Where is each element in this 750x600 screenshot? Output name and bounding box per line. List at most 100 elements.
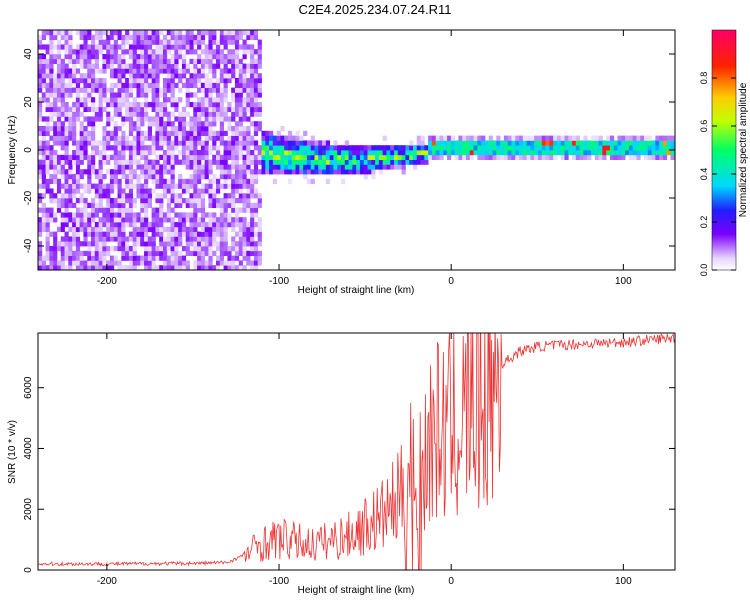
spectrogram-cell — [189, 49, 194, 55]
spectrogram-cell — [212, 241, 217, 247]
spectrogram-cell — [38, 140, 43, 146]
spectrogram-cell — [102, 44, 107, 50]
spectrogram-cell — [185, 150, 190, 156]
spectrogram-cell — [238, 140, 243, 146]
spectrogram-cell — [53, 217, 58, 223]
spectrogram-xtick-label: 0 — [448, 276, 454, 287]
spectrogram-cell — [420, 154, 425, 160]
spectrogram-cell — [348, 169, 353, 175]
spectrogram-cell — [269, 169, 274, 175]
spectrogram-cell — [53, 154, 58, 160]
spectrogram-cell — [329, 150, 334, 156]
spectrogram-cell — [109, 97, 115, 103]
spectrogram-cell — [250, 174, 255, 180]
spectrogram-cell — [91, 255, 96, 261]
spectrogram-cell — [193, 202, 198, 208]
spectrogram-cell — [257, 49, 262, 55]
spectrogram-cell — [511, 135, 516, 141]
spectrogram-cell — [197, 188, 202, 194]
spectrogram-cell — [170, 241, 175, 247]
spectrogram-cell — [401, 169, 406, 175]
spectrogram-cell — [140, 236, 145, 242]
spectrogram-cell — [371, 159, 376, 165]
spectrogram-cell — [189, 250, 194, 256]
spectrogram-cell — [575, 150, 581, 156]
spectrogram-cell — [208, 68, 213, 74]
spectrogram-cell — [375, 159, 380, 165]
spectrogram-cell — [515, 135, 520, 141]
spectrogram-cell — [276, 169, 281, 175]
spectrogram-cell — [337, 145, 342, 151]
spectrogram-cell — [140, 116, 145, 122]
spectrogram-cell — [670, 135, 675, 141]
spectrogram-cell — [246, 154, 251, 160]
spectrogram-cell — [56, 92, 62, 98]
spectrogram-cell — [216, 255, 221, 261]
spectrogram-cell — [106, 44, 111, 50]
spectrogram-cell — [79, 73, 84, 79]
spectrogram-cell — [185, 212, 190, 218]
spectrogram-cell — [68, 87, 73, 93]
spectrogram-cell — [522, 135, 527, 141]
spectrogram-cell — [246, 87, 251, 93]
spectrogram-cell — [208, 39, 213, 45]
spectrogram-cell — [136, 135, 141, 141]
spectrogram-cell — [197, 140, 202, 146]
spectrogram-cell — [185, 231, 190, 237]
spectrogram-cell — [117, 150, 122, 156]
spectrogram-cell — [185, 82, 190, 88]
spectrogram-cell — [106, 159, 111, 165]
spectrogram-cell — [83, 140, 88, 146]
spectrogram-cell — [564, 154, 569, 160]
spectrogram-cell — [53, 246, 58, 252]
spectrogram-cell — [651, 154, 656, 160]
spectrogram-cell — [106, 169, 111, 175]
spectrogram-cell — [530, 154, 535, 160]
spectrogram-cell — [216, 150, 221, 156]
spectrogram-cell — [121, 202, 126, 208]
spectrogram-cell — [72, 150, 77, 156]
spectrogram-cell — [606, 135, 611, 141]
spectrogram-cell — [257, 82, 262, 88]
spectrogram-cell — [159, 145, 164, 151]
spectrogram-cell — [613, 140, 618, 146]
spectrogram-cell — [257, 73, 262, 79]
spectrogram-cell — [344, 154, 349, 160]
spectrogram-cell — [128, 154, 134, 160]
spectrogram-cell — [121, 102, 126, 108]
spectrogram-cell — [261, 130, 266, 136]
spectrogram-cell — [45, 63, 50, 69]
spectrogram-cell — [242, 49, 247, 55]
spectrogram-cell — [174, 265, 179, 270]
spectrogram-cell — [253, 49, 259, 55]
spectrogram-cell — [416, 140, 421, 146]
spectrogram-cell — [537, 145, 543, 151]
spectrogram-cell — [276, 164, 281, 170]
spectrogram-cell — [38, 68, 43, 74]
spectrogram-cell — [166, 97, 171, 103]
spectrogram-cell — [227, 169, 232, 175]
spectrogram-cell — [151, 246, 156, 252]
spectrogram-cell — [45, 30, 50, 36]
spectrogram-cell — [261, 135, 266, 141]
spectrogram-cell — [140, 198, 145, 204]
spectrogram-cell — [147, 130, 153, 136]
spectrogram-cell — [113, 183, 118, 189]
spectrogram-cell — [458, 150, 463, 156]
spectrogram-cell — [45, 265, 50, 270]
spectrogram-cell — [223, 246, 228, 252]
spectrogram-cell — [140, 92, 145, 98]
spectrogram-cell — [416, 135, 421, 141]
spectrogram-cell — [197, 78, 202, 84]
spectrogram-cell — [197, 260, 202, 266]
spectrogram-cell — [477, 140, 482, 146]
spectrogram-cell — [257, 250, 262, 256]
spectrogram-cell — [231, 58, 236, 64]
spectrogram-cell — [655, 140, 660, 146]
spectrogram-cell — [234, 97, 240, 103]
spectrogram-cell — [170, 39, 175, 45]
spectrogram-cell — [83, 97, 88, 103]
spectrogram-cell — [174, 226, 179, 232]
spectrogram-cell — [261, 154, 266, 160]
spectrogram-cell — [60, 111, 65, 117]
